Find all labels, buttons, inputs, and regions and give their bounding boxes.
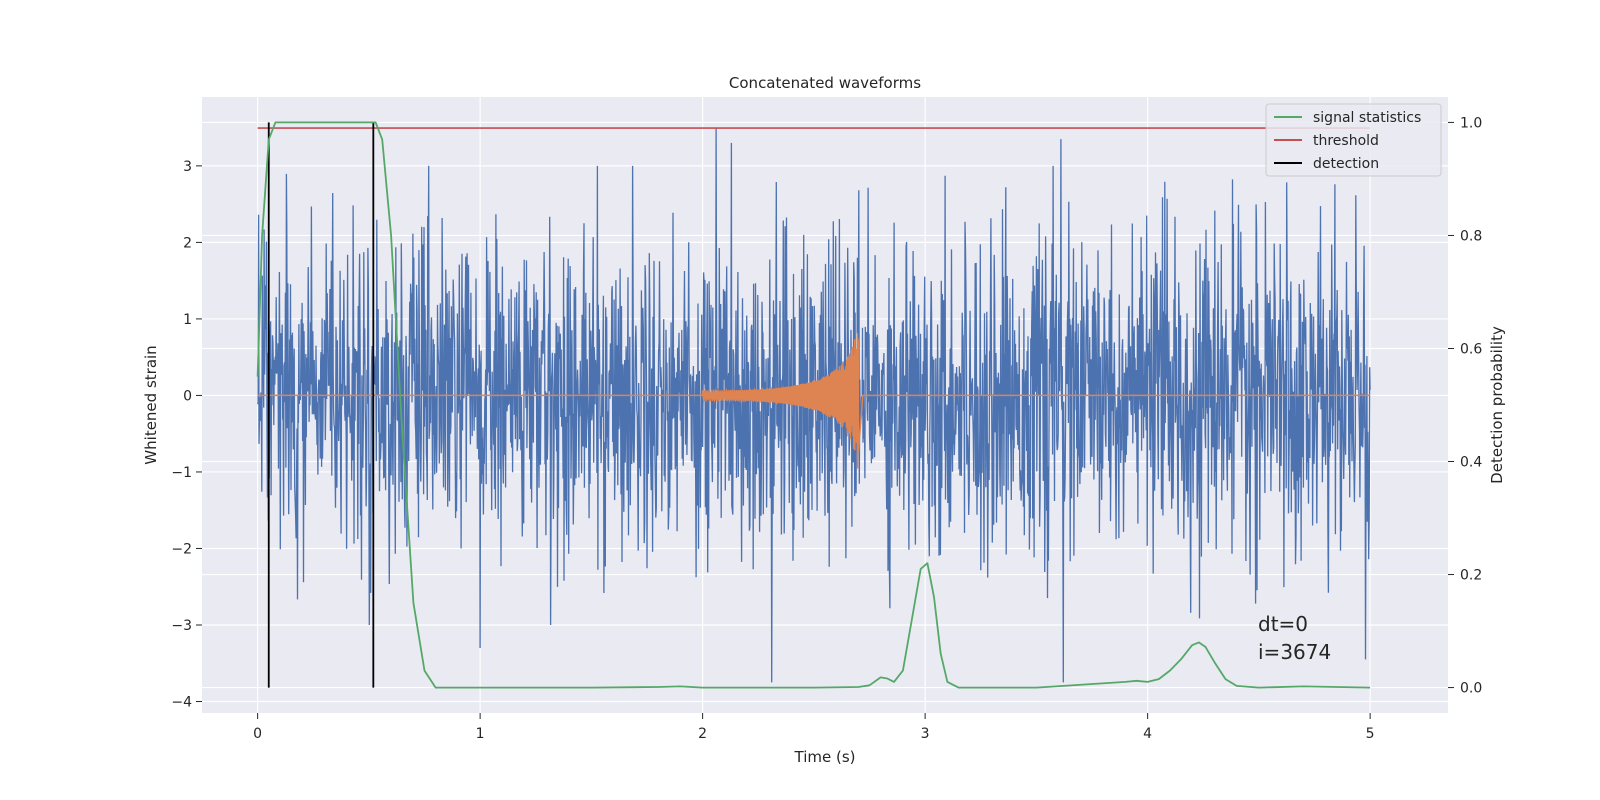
- x-tick-label: 3: [921, 726, 930, 742]
- y-tick-label: −4: [171, 695, 192, 711]
- y-right-tick-label: 0.0: [1460, 681, 1482, 697]
- legend-label-detection: detection: [1313, 156, 1379, 172]
- legend-label-threshold: threshold: [1313, 133, 1379, 149]
- x-tick-label: 1: [476, 726, 485, 742]
- y-right-tick-label: 0.6: [1460, 341, 1482, 357]
- legend-label-signal-statistics: signal statistics: [1313, 110, 1421, 126]
- y-right-tick-label: 1.0: [1460, 115, 1482, 131]
- waveform-template-line: [257, 333, 1371, 469]
- annotation-i: i=3674: [1258, 640, 1331, 664]
- x-tick-label: 4: [1143, 726, 1152, 742]
- annotation-dt: dt=0: [1258, 612, 1308, 636]
- x-tick-label: 0: [253, 726, 262, 742]
- x-tick-label: 2: [698, 726, 707, 742]
- whitened-strain-line: [256, 127, 1371, 683]
- y-right-tick-label: 0.8: [1460, 228, 1482, 244]
- chart-title: Concatenated waveforms: [729, 74, 921, 92]
- y-axis-label: Whitened strain: [142, 345, 160, 464]
- legend-box: [1265, 103, 1442, 177]
- y-tick-label: −2: [171, 541, 192, 557]
- signal-statistics-line: [256, 121, 1371, 689]
- x-tick-label: 5: [1366, 726, 1375, 742]
- y-tick-label: 1: [183, 312, 192, 328]
- y-right-tick-label: 0.4: [1460, 455, 1482, 471]
- y-tick-label: 2: [183, 235, 192, 251]
- y-right-tick-label: 0.2: [1460, 568, 1482, 584]
- y-tick-label: 0: [183, 388, 192, 404]
- axes-layer: 0 1 2 3 4 5 −4 −3 −2 −1 0 1 2 3 0.0 0.2 0.4 0.6 0.8 1.0: [171, 115, 1482, 742]
- y-tick-label: −1: [171, 465, 192, 481]
- y-axis-right-label: Detection probability: [1488, 326, 1506, 484]
- y-tick-label: −3: [171, 618, 192, 634]
- plot-layer: [256, 121, 1371, 689]
- legend: signal statistics threshold detection: [1265, 103, 1442, 177]
- x-axis-label: Time (s): [794, 748, 856, 766]
- y-tick-label: 3: [183, 159, 192, 175]
